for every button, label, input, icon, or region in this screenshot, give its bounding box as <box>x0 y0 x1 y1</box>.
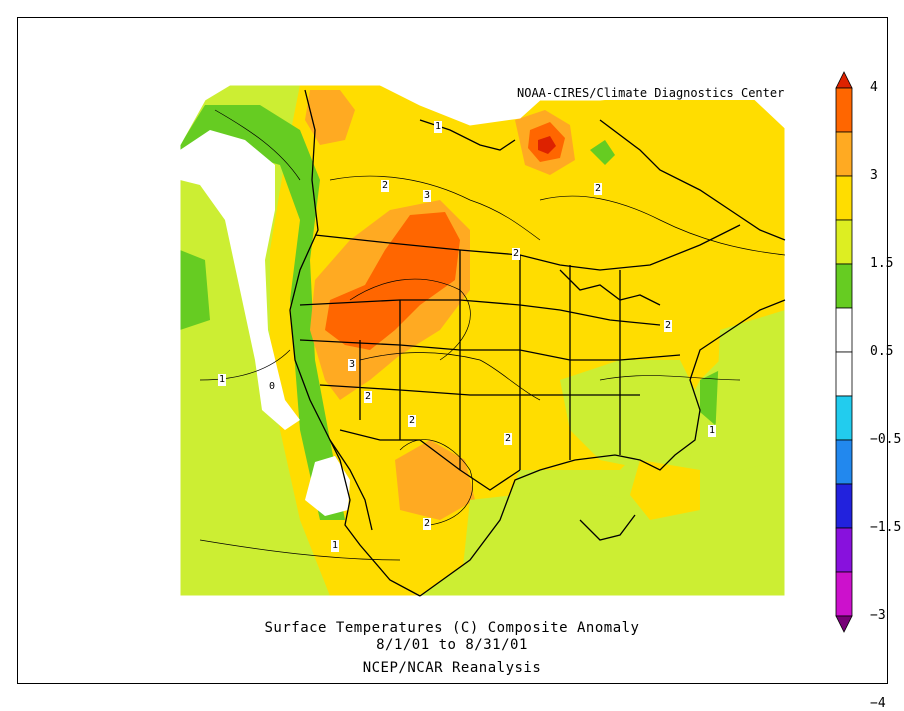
band-4-quebec <box>538 136 556 154</box>
shaded-fields <box>180 85 785 596</box>
colorbar <box>835 71 853 633</box>
contour-line <box>359 352 541 401</box>
contour-label: 3 <box>348 359 357 371</box>
gulf-band <box>460 490 785 596</box>
pacific-green-band <box>180 105 345 520</box>
contour-label: 1 <box>331 540 340 552</box>
baja-coastline <box>329 439 373 531</box>
colorbar-bottom-arrow <box>835 615 853 633</box>
contour-label: 2 <box>364 391 373 403</box>
contour-label: 2 <box>504 433 513 445</box>
contour-label: 2 <box>594 183 603 195</box>
colorbar-top-arrow <box>835 71 853 89</box>
colorbar-swatch <box>835 219 853 265</box>
contour-label: 0 <box>268 381 277 393</box>
gulf-coastline <box>419 299 786 597</box>
contour-line <box>214 109 301 181</box>
east-light-band <box>560 360 700 470</box>
pacific-green-patch <box>180 250 210 330</box>
us-mexico-border <box>339 429 521 491</box>
map-boundary <box>179 84 786 597</box>
white-region-baja <box>305 456 350 516</box>
contour-label: 3 <box>423 190 432 202</box>
contour-label: 2 <box>408 415 417 427</box>
contours <box>199 109 786 561</box>
map-title: Surface Temperatures (C) Composite Anoma… <box>264 620 640 636</box>
contour-label: 1 <box>708 425 717 437</box>
colorbar-label: −3 <box>870 608 886 623</box>
hudson-green-patch <box>590 140 615 165</box>
contour-label: 2 <box>664 320 673 332</box>
map-date-range: 8/1/01 to 8/31/01 <box>376 637 528 653</box>
gulf-yellow-patch <box>630 460 700 520</box>
colorbar-label: −0.5 <box>870 432 902 447</box>
colorbar-swatch <box>835 571 853 617</box>
contour-line <box>399 439 473 526</box>
contour-label: 2 <box>512 248 521 260</box>
colorbar-swatch <box>835 395 853 441</box>
contour-label: 2 <box>381 180 390 192</box>
contour-line <box>349 278 471 361</box>
contour-line <box>329 175 541 241</box>
colorbar-label: 3 <box>870 168 878 183</box>
contour-line <box>539 195 786 256</box>
colorbar-label: 0.5 <box>870 344 894 359</box>
colorbar-swatch <box>835 307 853 353</box>
credit-text: NOAA-CIRES/Climate Diagnostics Center <box>515 86 787 100</box>
great-lakes <box>559 269 661 306</box>
colorbar-label: 1.5 <box>870 256 894 271</box>
map-frame <box>17 17 888 684</box>
colorbar-swatch <box>835 483 853 529</box>
colorbar-swatch <box>835 527 853 573</box>
colorbar-swatch <box>835 131 853 177</box>
contour-label: 1 <box>218 374 227 386</box>
labrador-coast <box>599 119 786 241</box>
band-2-sw <box>395 440 475 520</box>
band-2-lakes <box>305 90 355 145</box>
contour-line <box>599 375 741 381</box>
map-source: NCEP/NCAR Reanalysis <box>362 660 542 676</box>
state-line-3 <box>319 384 640 396</box>
us-canada-border <box>314 224 741 271</box>
contour-line <box>199 349 291 381</box>
colorbar-swatch <box>835 439 853 485</box>
colorbar-label: −1.5 <box>870 520 902 535</box>
colorbar-swatch <box>835 175 853 221</box>
yucatan-coastline <box>579 514 636 541</box>
west-coastline <box>289 89 421 597</box>
contour-label: 1 <box>434 121 443 133</box>
atlantic-east-band <box>715 310 785 470</box>
colorbar-swatch <box>835 351 853 397</box>
colorbar-label: −4 <box>870 696 886 711</box>
white-region-north <box>180 130 300 430</box>
contour-label: 2 <box>423 518 432 530</box>
colorbar-swatch <box>835 263 853 309</box>
colorbar-swatch <box>835 87 853 133</box>
colorbar-label: 4 <box>870 80 878 95</box>
contour-line <box>199 539 401 561</box>
